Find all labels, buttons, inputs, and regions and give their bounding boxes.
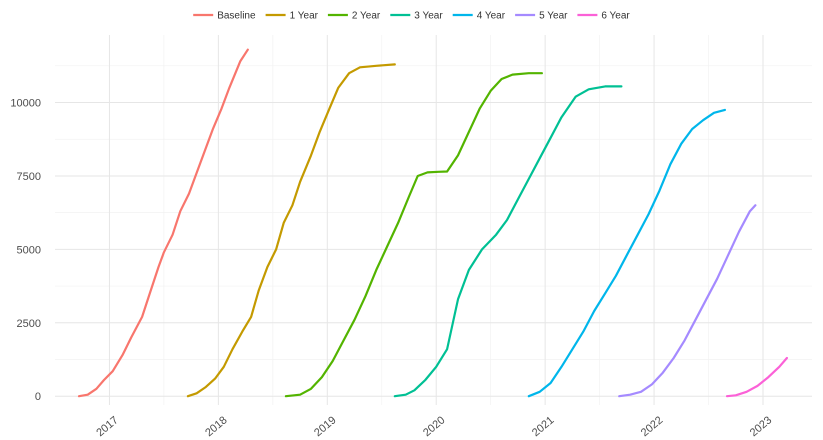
y-tick-label: 10000 — [10, 98, 41, 110]
series-line-6-year — [725, 356, 788, 398]
legend-label: 1 Year — [290, 11, 319, 22]
legend: Baseline 1 Year 2 Year 3 Year 4 Year 5 Year 6 … — [193, 11, 630, 22]
x-tick-label: 2017 — [94, 414, 120, 439]
series-line-2-year — [284, 72, 543, 398]
series-line-baseline — [77, 48, 249, 398]
x-tick-label: 2020 — [421, 414, 447, 439]
legend-label: 2 Year — [352, 11, 381, 22]
legend-item: Baseline — [193, 11, 256, 22]
y-tick-label: 2500 — [17, 318, 41, 330]
series-lines — [77, 48, 788, 398]
legend-item: 3 Year — [390, 11, 443, 22]
series-line-4-year — [527, 108, 726, 398]
series-line-1-year — [186, 63, 396, 398]
legend-item: 5 Year — [515, 11, 568, 22]
legend-label: 6 Year — [601, 11, 630, 22]
x-tick-label: 2021 — [530, 414, 556, 439]
legend-label: 3 Year — [414, 11, 443, 22]
legend-label: Baseline — [217, 11, 256, 22]
legend-label: 5 Year — [539, 11, 568, 22]
x-axis-ticks: 2017 2018 2019 2020 2021 2022 2023 — [94, 414, 774, 439]
y-tick-label: 0 — [35, 391, 41, 403]
legend-item: 1 Year — [265, 11, 319, 22]
x-tick-label: 2018 — [203, 414, 229, 439]
legend-label: 4 Year — [477, 11, 506, 22]
grid — [55, 35, 812, 405]
x-tick-label: 2019 — [312, 414, 338, 439]
legend-item: 4 Year — [452, 11, 506, 22]
y-tick-label: 5000 — [17, 244, 41, 256]
series-line-5-year — [618, 204, 757, 398]
y-tick-label: 7500 — [17, 171, 41, 183]
x-tick-label: 2023 — [748, 414, 774, 439]
y-axis-ticks: 0 2500 5000 7500 10000 — [10, 98, 41, 404]
series-line-3-year — [393, 85, 623, 398]
x-tick-label: 2022 — [639, 414, 665, 439]
legend-item: 6 Year — [577, 11, 630, 22]
legend-item: 2 Year — [327, 11, 381, 22]
